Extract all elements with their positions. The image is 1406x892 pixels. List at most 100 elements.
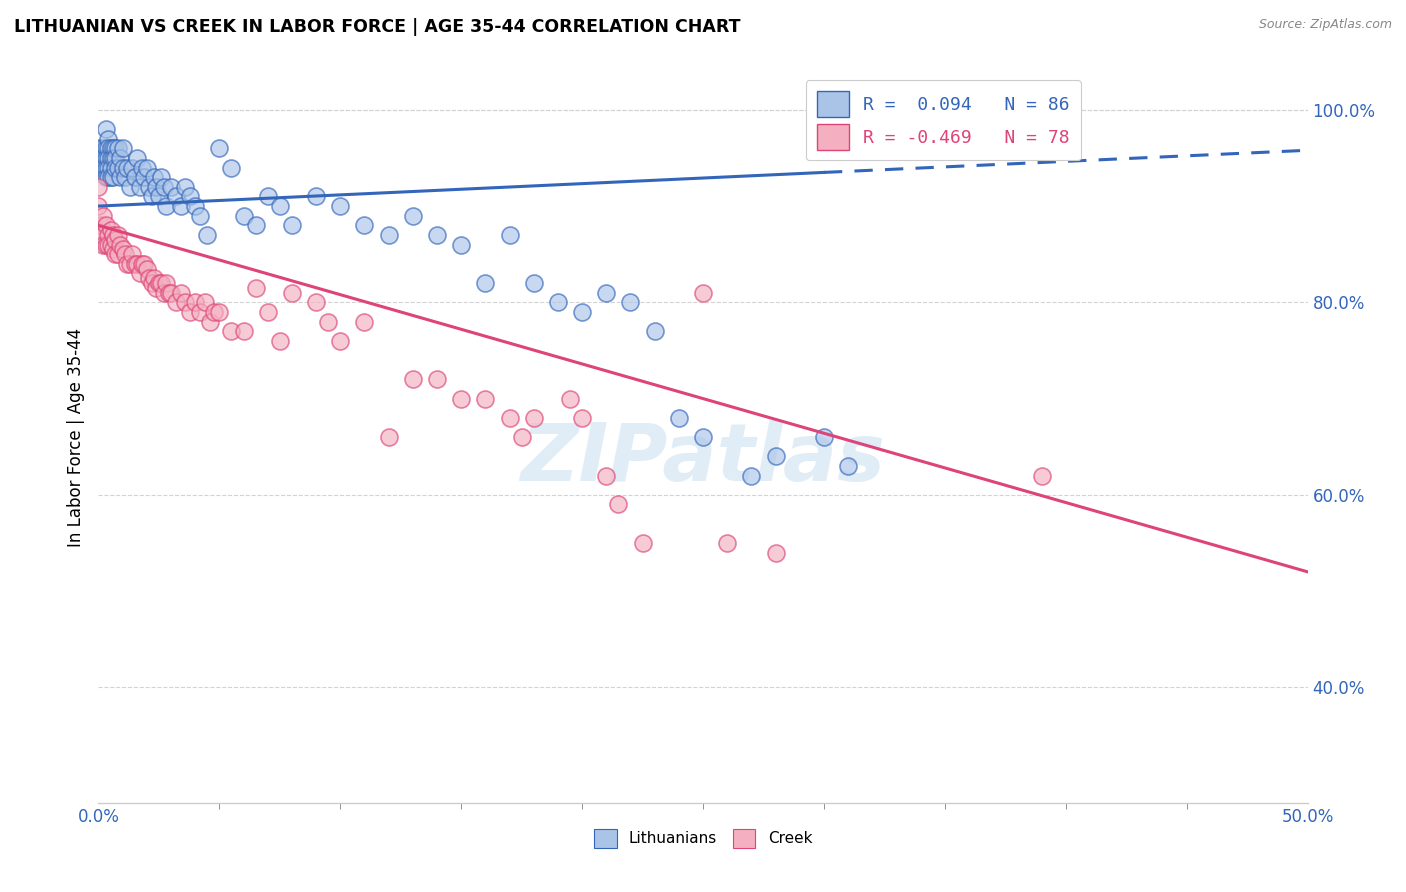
Point xyxy=(160,285,183,300)
Point xyxy=(281,285,304,300)
Point xyxy=(107,161,129,175)
Point xyxy=(402,372,425,386)
Point xyxy=(101,243,124,257)
Point xyxy=(100,223,122,237)
Point xyxy=(94,219,117,233)
Point xyxy=(179,189,201,203)
Point xyxy=(474,392,496,406)
Point xyxy=(316,315,339,329)
Point xyxy=(121,161,143,175)
Point xyxy=(107,247,129,261)
Point xyxy=(97,141,120,155)
Point xyxy=(150,276,173,290)
Point xyxy=(607,498,630,512)
Point xyxy=(221,161,243,175)
Point xyxy=(100,237,122,252)
Point xyxy=(174,295,197,310)
Point xyxy=(208,141,231,155)
Point xyxy=(184,199,207,213)
Point xyxy=(150,170,173,185)
Point xyxy=(305,295,328,310)
Point xyxy=(97,237,120,252)
Point xyxy=(118,257,141,271)
Point xyxy=(90,219,112,233)
Point xyxy=(91,161,114,175)
Y-axis label: In Labor Force | Age 35-44: In Labor Force | Age 35-44 xyxy=(66,327,84,547)
Point xyxy=(221,324,243,338)
Point xyxy=(138,179,160,194)
Point xyxy=(114,247,136,261)
Point xyxy=(256,189,278,203)
Point xyxy=(121,247,143,261)
Point xyxy=(765,450,787,464)
Point xyxy=(155,276,177,290)
Point xyxy=(232,324,254,338)
Point xyxy=(97,132,120,146)
Point xyxy=(100,170,122,185)
Point xyxy=(692,430,714,444)
Point xyxy=(498,410,520,425)
Point xyxy=(157,285,180,300)
Text: LITHUANIAN VS CREEK IN LABOR FORCE | AGE 35-44 CORRELATION CHART: LITHUANIAN VS CREEK IN LABOR FORCE | AGE… xyxy=(14,18,741,36)
Point xyxy=(668,410,690,425)
Point xyxy=(104,141,127,155)
Point xyxy=(91,237,114,252)
Point xyxy=(510,430,533,444)
Point xyxy=(152,179,174,194)
Point xyxy=(131,161,153,175)
Text: Source: ZipAtlas.com: Source: ZipAtlas.com xyxy=(1258,18,1392,31)
Point xyxy=(474,276,496,290)
Point xyxy=(377,227,399,242)
Point xyxy=(135,261,157,276)
Point xyxy=(108,151,131,165)
Point xyxy=(111,243,134,257)
Point xyxy=(124,170,146,185)
Legend: Lithuanians, Creek: Lithuanians, Creek xyxy=(588,822,818,854)
Point xyxy=(141,189,163,203)
Point xyxy=(101,170,124,185)
Point xyxy=(87,141,110,155)
Point xyxy=(208,305,231,319)
Point xyxy=(353,315,375,329)
Point xyxy=(100,161,122,175)
Point xyxy=(128,179,150,194)
Point xyxy=(134,257,156,271)
Point xyxy=(90,151,112,165)
Point xyxy=(692,285,714,300)
Point xyxy=(104,233,127,247)
Point xyxy=(100,151,122,165)
Point xyxy=(547,295,569,310)
Point xyxy=(97,161,120,175)
Point xyxy=(91,209,114,223)
Point xyxy=(813,430,835,444)
Point xyxy=(644,324,666,338)
Point xyxy=(134,170,156,185)
Point xyxy=(269,334,291,348)
Point xyxy=(450,237,472,252)
Point xyxy=(135,161,157,175)
Point xyxy=(765,545,787,559)
Point xyxy=(716,536,738,550)
Point xyxy=(498,227,520,242)
Point xyxy=(104,247,127,261)
Point xyxy=(145,179,167,194)
Point xyxy=(169,199,191,213)
Point xyxy=(143,271,166,285)
Point xyxy=(595,285,617,300)
Point xyxy=(179,305,201,319)
Point xyxy=(155,199,177,213)
Point xyxy=(97,227,120,242)
Point xyxy=(184,295,207,310)
Point xyxy=(523,410,546,425)
Point xyxy=(87,179,110,194)
Point xyxy=(269,199,291,213)
Point xyxy=(174,179,197,194)
Point xyxy=(558,392,581,406)
Point xyxy=(160,179,183,194)
Point xyxy=(101,141,124,155)
Point xyxy=(523,276,546,290)
Point xyxy=(619,295,641,310)
Point xyxy=(143,170,166,185)
Point xyxy=(91,227,114,242)
Point xyxy=(595,468,617,483)
